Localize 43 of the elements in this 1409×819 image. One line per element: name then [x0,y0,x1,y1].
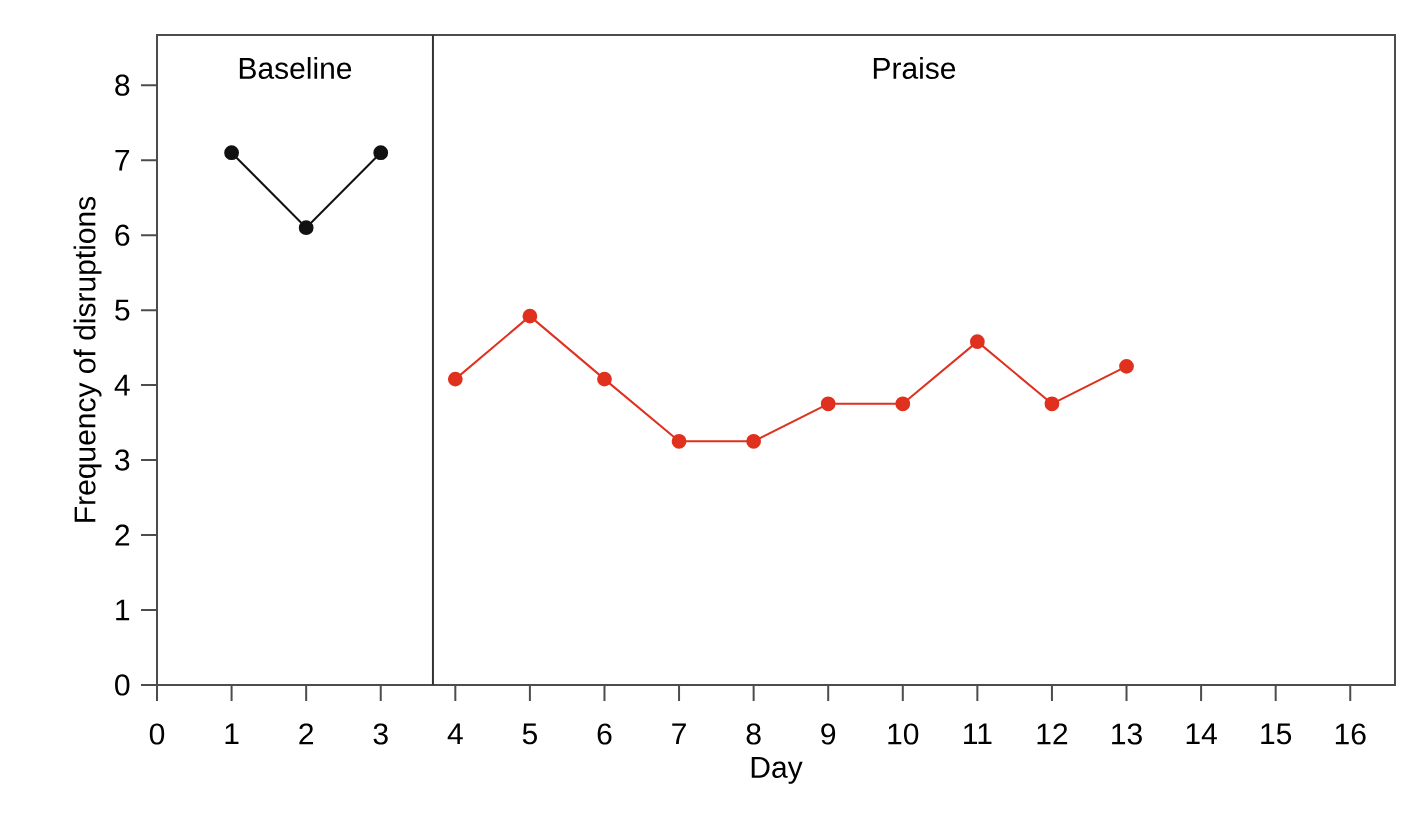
point [447,371,463,387]
x-tick-label: 7 [672,723,686,745]
point [373,145,389,161]
y-axis-title: Frequency of disruptions [73,196,102,522]
x-tick-label: 16 [1335,723,1366,745]
point [895,396,911,412]
y-tick-label: 4 [114,374,130,396]
x-tick-label: 5 [522,723,537,745]
point [671,433,687,449]
annotation: Baseline [239,56,352,79]
y-tick-label: 3 [115,449,130,471]
point [969,334,985,350]
x-tick-label: 12 [1037,723,1068,745]
annotation: Praise [873,56,956,79]
point [1119,358,1134,374]
x-tick-label: 8 [746,723,761,745]
point [820,396,836,412]
y-tick-label: 7 [115,149,130,171]
x-tick-label: 0 [149,723,165,745]
y-tick-label: 5 [115,299,130,321]
x-axis-title: Day [751,757,803,784]
point [597,371,612,387]
x-tick-label: 15 [1261,723,1292,745]
y-tick-label: 0 [115,674,130,696]
point [1044,396,1060,412]
y-tick-label: 6 [115,224,130,246]
x-tick-label: 1 [225,723,239,745]
y-tick-label: 8 [115,74,130,96]
x-tick-label: 9 [821,723,836,745]
x-tick-label: 13 [1112,723,1142,745]
point [522,308,538,324]
y-tick-label: 2 [115,524,130,546]
point [224,145,239,161]
y-tick-label: 1 [116,599,130,621]
x-tick-label: 11 [964,723,992,745]
x-tick-label: 3 [373,723,388,745]
point [298,220,314,236]
x-tick-label: 10 [888,723,919,745]
point [746,433,762,449]
x-tick-label: 14 [1186,723,1217,745]
x-tick-label: 2 [299,723,313,745]
x-tick-label: 6 [597,723,612,745]
x-tick-label: 4 [447,723,463,745]
